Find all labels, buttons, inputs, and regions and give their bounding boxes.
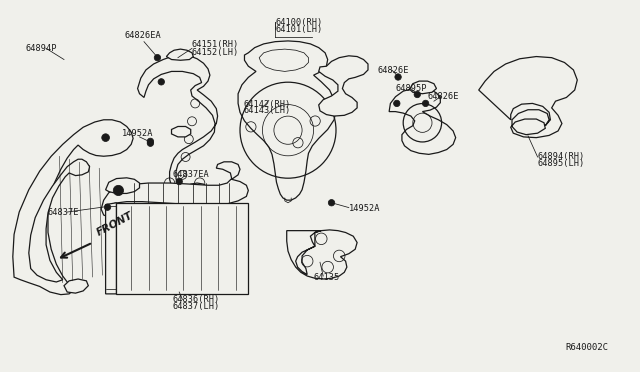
Polygon shape: [238, 41, 336, 200]
Text: 64152(LH): 64152(LH): [192, 48, 239, 57]
Text: 64142(RH): 64142(RH): [243, 100, 291, 109]
Text: 64100(RH): 64100(RH): [275, 18, 323, 27]
Circle shape: [328, 199, 335, 206]
Circle shape: [104, 204, 111, 211]
Text: FRONT: FRONT: [95, 211, 134, 238]
Text: 64837E: 64837E: [48, 208, 79, 217]
Text: 64151(RH): 64151(RH): [192, 40, 239, 49]
Text: 64894(RH): 64894(RH): [538, 152, 585, 161]
Text: R640002C: R640002C: [565, 343, 608, 352]
Polygon shape: [479, 57, 577, 138]
Text: 64837(LH): 64837(LH): [173, 302, 220, 311]
Text: 64826E: 64826E: [428, 92, 459, 101]
Circle shape: [158, 78, 164, 85]
Circle shape: [176, 178, 182, 185]
Circle shape: [414, 91, 420, 98]
Circle shape: [147, 138, 154, 145]
Polygon shape: [287, 230, 357, 279]
Text: 14952A: 14952A: [349, 204, 380, 213]
Polygon shape: [64, 279, 88, 293]
Polygon shape: [138, 55, 218, 198]
Polygon shape: [389, 87, 456, 154]
Polygon shape: [29, 159, 90, 282]
Text: 64894P: 64894P: [26, 44, 57, 53]
Circle shape: [147, 140, 154, 147]
Polygon shape: [319, 56, 368, 116]
Text: 64135: 64135: [314, 273, 340, 282]
Polygon shape: [13, 120, 133, 295]
Text: 14952A: 14952A: [122, 129, 153, 138]
Text: 64837EA: 64837EA: [173, 170, 209, 179]
Polygon shape: [116, 203, 248, 294]
Circle shape: [395, 74, 401, 80]
Text: 64143(LH): 64143(LH): [243, 106, 291, 115]
Polygon shape: [106, 203, 116, 294]
Text: 64895P: 64895P: [396, 84, 427, 93]
Polygon shape: [101, 162, 248, 219]
Text: 64836(RH): 64836(RH): [173, 295, 220, 304]
Polygon shape: [410, 81, 436, 94]
Text: 64826E: 64826E: [378, 66, 409, 75]
Text: 64826EA: 64826EA: [125, 31, 161, 40]
Polygon shape: [259, 49, 308, 71]
Polygon shape: [106, 178, 140, 193]
Polygon shape: [172, 126, 191, 137]
Circle shape: [394, 100, 400, 107]
Circle shape: [422, 100, 429, 107]
Circle shape: [113, 185, 124, 196]
Circle shape: [154, 54, 161, 61]
Text: 64895(LH): 64895(LH): [538, 159, 585, 168]
Text: 64101(LH): 64101(LH): [275, 25, 323, 33]
Polygon shape: [166, 49, 193, 60]
Circle shape: [102, 134, 109, 141]
